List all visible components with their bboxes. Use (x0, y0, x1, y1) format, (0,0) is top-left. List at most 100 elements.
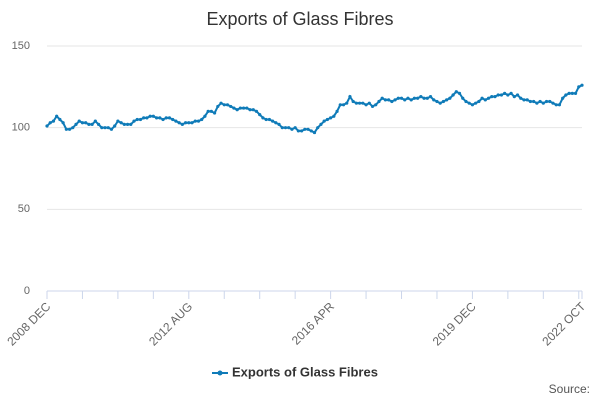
point (225, 103, 230, 107)
point (45, 124, 49, 128)
point (374, 103, 378, 107)
point (541, 101, 545, 105)
point (238, 106, 242, 110)
point (261, 116, 265, 120)
point (515, 93, 520, 97)
point (351, 99, 355, 104)
point (490, 95, 494, 99)
point (403, 98, 407, 102)
source: Source: (549, 382, 590, 396)
point (196, 119, 201, 123)
point (67, 127, 72, 131)
point (183, 121, 188, 125)
point (567, 91, 571, 95)
point (467, 101, 471, 105)
point (364, 103, 368, 107)
point (522, 98, 526, 102)
point (496, 93, 500, 97)
point (332, 114, 336, 118)
point (445, 98, 449, 102)
point (103, 126, 107, 130)
point (180, 122, 184, 126)
point (287, 126, 291, 130)
point (71, 126, 75, 130)
point (554, 103, 558, 107)
point (561, 96, 565, 100)
point (58, 117, 62, 122)
point (551, 101, 555, 105)
point (393, 98, 397, 102)
point (209, 109, 213, 113)
point (406, 96, 410, 100)
point (325, 117, 329, 122)
point (274, 121, 278, 125)
point (280, 126, 284, 130)
y-tick-label: 100 (12, 122, 30, 134)
point (200, 117, 204, 122)
point (271, 119, 275, 123)
point (306, 127, 310, 131)
point (312, 130, 317, 135)
point (419, 95, 423, 99)
point (422, 96, 426, 100)
point (51, 119, 56, 123)
point (171, 117, 175, 122)
y-tick-label: 50 (18, 203, 30, 215)
point (245, 106, 249, 110)
point (474, 101, 478, 105)
x-tick-label: 2022 OCT (539, 299, 589, 349)
point (61, 121, 65, 125)
point (267, 117, 271, 122)
point (428, 95, 433, 99)
point (138, 117, 143, 122)
point (503, 91, 507, 95)
point (390, 99, 394, 104)
point (80, 121, 85, 125)
y-tick-label: 150 (12, 40, 30, 52)
point (432, 98, 436, 102)
point (77, 119, 81, 123)
point (74, 122, 78, 126)
point (361, 101, 365, 105)
point (193, 119, 197, 123)
point (464, 99, 468, 104)
point (187, 121, 191, 125)
x-tick-label: 2012 AUG (146, 299, 195, 348)
point (151, 114, 155, 118)
point (370, 104, 375, 109)
point (377, 99, 381, 104)
point (258, 113, 262, 117)
point (303, 127, 307, 131)
point (512, 95, 516, 99)
point (509, 91, 513, 95)
point (477, 99, 481, 104)
point (499, 93, 504, 97)
point (396, 96, 400, 100)
point (113, 124, 117, 128)
point (309, 129, 313, 133)
point (125, 122, 130, 126)
point (564, 93, 568, 97)
point (335, 109, 339, 113)
point (206, 109, 210, 113)
point (229, 104, 233, 109)
point (251, 108, 255, 112)
point (535, 101, 539, 105)
point (399, 96, 404, 100)
point (319, 122, 323, 126)
point (248, 108, 252, 112)
point (316, 126, 320, 130)
point (425, 96, 429, 100)
point (106, 126, 110, 130)
point (93, 119, 97, 123)
point (454, 90, 458, 94)
point (241, 106, 246, 110)
point (129, 122, 133, 126)
point (212, 111, 217, 115)
point (96, 122, 101, 126)
point (190, 121, 194, 125)
point (409, 98, 413, 102)
point (277, 122, 281, 126)
point (177, 121, 181, 125)
